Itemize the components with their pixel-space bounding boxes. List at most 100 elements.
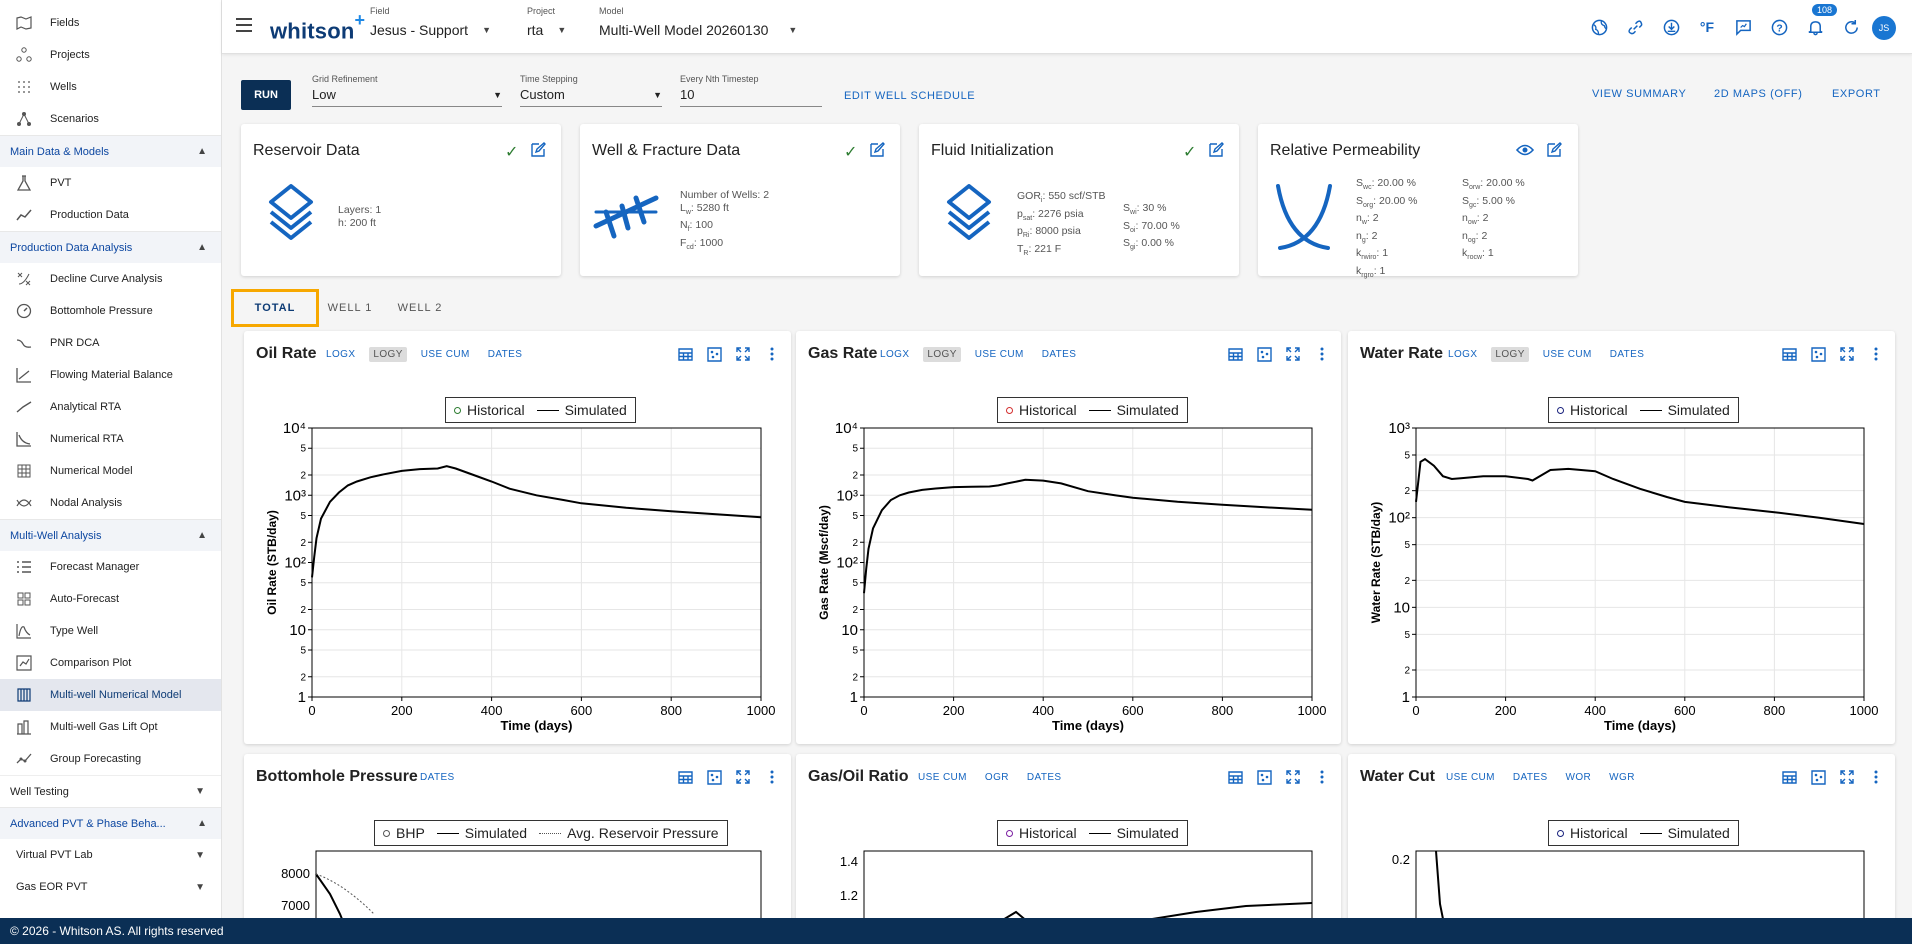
edit-icon[interactable]	[530, 142, 547, 163]
table-icon[interactable]	[676, 768, 694, 786]
use-cum-toggle[interactable]: USE CUM	[974, 349, 1024, 360]
table-icon[interactable]	[1226, 768, 1244, 786]
sidebar-item-production-data[interactable]: Production Data	[0, 199, 221, 231]
gor-chart[interactable]: 1.4 1.2	[796, 754, 1341, 924]
logy-toggle[interactable]: LOGY	[923, 347, 961, 362]
sidebar-item-wells[interactable]: Wells	[0, 71, 221, 103]
edit-icon[interactable]	[1546, 142, 1562, 163]
water-rate-chart[interactable]: 1 2 5 10 2 5 10² 2 5 10³ 0 200 400 600 800 1000 Time (da…	[1348, 331, 1895, 744]
use-cum-toggle[interactable]: USE CUM	[1446, 772, 1495, 783]
water-cut-chart[interactable]: 0.2	[1348, 754, 1895, 924]
scatter-plot-icon[interactable]	[1255, 345, 1273, 363]
menu-icon[interactable]	[236, 18, 252, 32]
section-advanced-pvt[interactable]: Advanced PVT & Phase Beha... ▲	[0, 807, 221, 839]
grid-refinement-select[interactable]: Grid Refinement Low ▼	[312, 74, 502, 107]
use-cum-toggle[interactable]: USE CUM	[918, 772, 967, 783]
sidebar-item-numerical-rta[interactable]: Numerical RTA	[0, 423, 221, 455]
fullscreen-icon[interactable]	[1838, 345, 1856, 363]
download-icon[interactable]	[1660, 16, 1682, 38]
temperature-unit-toggle[interactable]: °F	[1699, 19, 1715, 35]
fullscreen-icon[interactable]	[1838, 768, 1856, 786]
more-vertical-icon[interactable]	[1313, 768, 1331, 786]
wgr-toggle[interactable]: WGR	[1609, 772, 1635, 783]
more-vertical-icon[interactable]	[763, 345, 781, 363]
sidebar-item-auto-forecast[interactable]: Auto-Forecast	[0, 583, 221, 615]
scatter-plot-icon[interactable]	[705, 345, 723, 363]
logx-toggle[interactable]: LOGX	[1448, 349, 1478, 360]
field-select[interactable]: Field Jesus - Support ▼	[370, 6, 491, 38]
fullscreen-icon[interactable]	[1284, 768, 1302, 786]
link-icon[interactable]	[1624, 16, 1646, 38]
logx-toggle[interactable]: LOGX	[326, 349, 356, 360]
fullscreen-icon[interactable]	[734, 345, 752, 363]
avatar[interactable]: JS	[1872, 16, 1896, 40]
wor-toggle[interactable]: WOR	[1565, 772, 1592, 783]
dates-toggle[interactable]: DATES	[1026, 772, 1062, 783]
section-well-testing[interactable]: Well Testing ▼	[0, 775, 221, 807]
sidebar-item-nodal-analysis[interactable]: Nodal Analysis	[0, 487, 221, 519]
scatter-plot-icon[interactable]	[1255, 768, 1273, 786]
sidebar-item-group-forecasting[interactable]: Group Forecasting	[0, 743, 221, 775]
table-icon[interactable]	[676, 345, 694, 363]
logy-toggle[interactable]: LOGY	[1491, 347, 1529, 362]
sidebar-item-type-well[interactable]: Type Well	[0, 615, 221, 647]
use-cum-toggle[interactable]: USE CUM	[420, 349, 470, 360]
sidebar-item-fmb[interactable]: Flowing Material Balance	[0, 359, 221, 391]
model-select[interactable]: Model Multi-Well Model 20260130 ▼	[599, 6, 798, 38]
dates-toggle[interactable]: DATES	[1041, 349, 1077, 360]
sidebar-item-fields[interactable]: Fields	[0, 7, 221, 39]
fullscreen-icon[interactable]	[1284, 345, 1302, 363]
sidebar-item-forecast-manager[interactable]: Forecast Manager	[0, 551, 221, 583]
table-icon[interactable]	[1226, 345, 1244, 363]
feedback-icon[interactable]	[1732, 16, 1754, 38]
sidebar-item-comparison-plot[interactable]: Comparison Plot	[0, 647, 221, 679]
globe-icon[interactable]	[1588, 16, 1610, 38]
more-vertical-icon[interactable]	[1867, 345, 1885, 363]
sidebar-item-virtual-pvt-lab[interactable]: Virtual PVT Lab ▼	[16, 849, 205, 861]
sidebar-item-scenarios[interactable]: Scenarios	[0, 103, 221, 135]
section-main-data[interactable]: Main Data & Models ▲	[0, 135, 221, 167]
run-button[interactable]: RUN	[241, 80, 291, 110]
sidebar-item-pvt[interactable]: PVT	[0, 167, 221, 199]
tab-total[interactable]: TOTAL	[231, 289, 319, 327]
scatter-plot-icon[interactable]	[1809, 345, 1827, 363]
bell-icon[interactable]: 108	[1804, 4, 1838, 38]
logx-toggle[interactable]: LOGX	[880, 349, 910, 360]
sidebar-item-pnr-dca[interactable]: PNR DCA	[0, 327, 221, 359]
section-multi-well-analysis[interactable]: Multi-Well Analysis ▲	[0, 519, 221, 551]
fullscreen-icon[interactable]	[734, 768, 752, 786]
edit-icon[interactable]	[1208, 142, 1225, 163]
gas-rate-chart[interactable]: 1 2 5 10 2 5 10² 2 5 10³ 2 5 10⁴ 0 200 400 600 800 1000 Tim…	[796, 331, 1341, 744]
logy-toggle[interactable]: LOGY	[369, 347, 407, 362]
more-vertical-icon[interactable]	[1313, 345, 1331, 363]
whitson-logo[interactable]: whitson+	[270, 10, 366, 44]
sidebar-item-gas-eor-pvt[interactable]: Gas EOR PVT ▼	[16, 881, 205, 893]
sidebar-item-projects[interactable]: Projects	[0, 39, 221, 71]
more-vertical-icon[interactable]	[1867, 768, 1885, 786]
sidebar-item-multiwell-numerical-model[interactable]: Multi-well Numerical Model	[0, 679, 221, 711]
scatter-plot-icon[interactable]	[1809, 768, 1827, 786]
2d-maps-button[interactable]: 2D MAPS (OFF)	[1714, 88, 1803, 100]
eye-icon[interactable]	[1515, 142, 1535, 163]
edit-icon[interactable]	[869, 142, 886, 163]
dates-toggle[interactable]: DATES	[1512, 772, 1548, 783]
sidebar-item-bhp[interactable]: Bottomhole Pressure	[0, 295, 221, 327]
oil-rate-chart[interactable]: 1 2 5 10 2 5 10² 2 5 10³ 2 5 10⁴ 0 200 400 600 800 1000 Tim…	[244, 331, 791, 744]
table-icon[interactable]	[1780, 768, 1798, 786]
sidebar-item-dca[interactable]: Decline Curve Analysis	[0, 263, 221, 295]
sidebar-item-analytical-rta[interactable]: Analytical RTA	[0, 391, 221, 423]
nth-timestep-input[interactable]: Every Nth Timestep 10	[680, 74, 822, 107]
tab-well-1[interactable]: WELL 1	[327, 302, 373, 314]
dates-toggle[interactable]: DATES	[487, 349, 523, 360]
dates-toggle[interactable]: DATES	[420, 772, 455, 783]
use-cum-toggle[interactable]: USE CUM	[1542, 349, 1592, 360]
dates-toggle[interactable]: DATES	[1609, 349, 1645, 360]
time-stepping-select[interactable]: Time Stepping Custom ▼	[520, 74, 662, 107]
bhp-chart[interactable]: 8000 7000	[244, 754, 791, 924]
export-button[interactable]: EXPORT	[1832, 88, 1881, 100]
view-summary-button[interactable]: VIEW SUMMARY	[1592, 88, 1687, 100]
refresh-icon[interactable]	[1840, 16, 1862, 38]
ogr-toggle[interactable]: OGR	[984, 772, 1009, 783]
tab-well-2[interactable]: WELL 2	[397, 302, 443, 314]
help-icon[interactable]: ?	[1768, 16, 1790, 38]
